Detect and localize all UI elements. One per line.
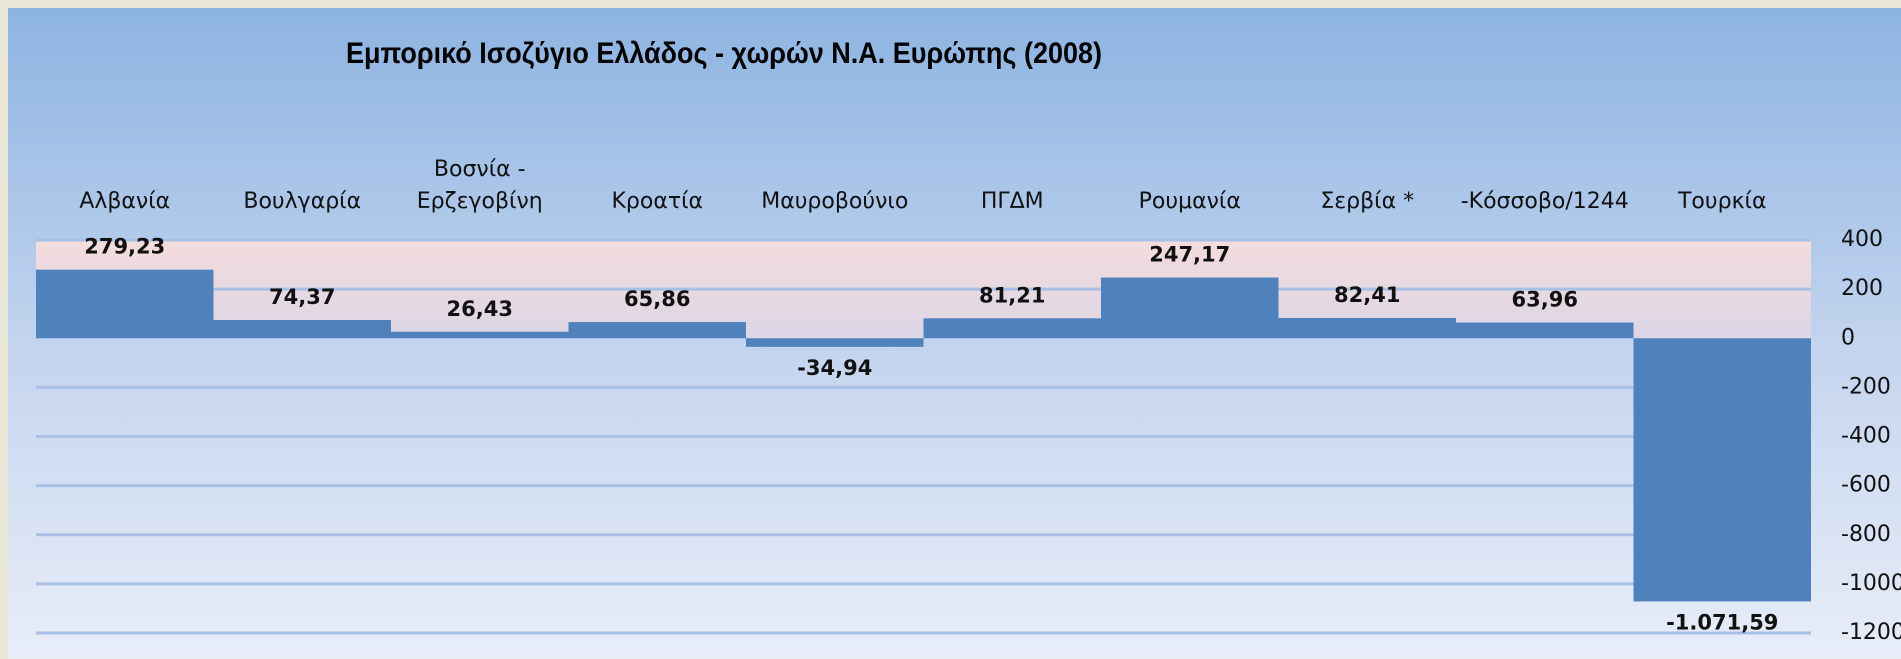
y-tick-label: -1000 <box>1841 571 1901 596</box>
data-label: 82,41 <box>1334 283 1400 307</box>
x-tick-label: Μαυροβούνιο <box>761 189 909 214</box>
chart-svg: Εμπορικό Ισοζύγιο Ελλάδος - χωρών Ν.Α. Ε… <box>36 37 1901 645</box>
x-tick-label: ΠΓΔΜ <box>980 189 1044 214</box>
data-label: 63,96 <box>1512 288 1578 312</box>
bar <box>1633 338 1811 602</box>
y-tick-label: 400 <box>1841 227 1883 252</box>
bar <box>36 269 214 339</box>
y-tick-label: -800 <box>1841 522 1891 547</box>
x-tick-label: Σερβία * <box>1320 189 1415 214</box>
data-label: 279,23 <box>84 235 165 259</box>
x-tick-label: Ρουμανία <box>1138 189 1241 214</box>
x-tick-label: Κροατία <box>611 189 704 214</box>
data-label: 74,37 <box>269 285 335 309</box>
chart: Εμπορικό Ισοζύγιο Ελλάδος - χωρών Ν.Α. Ε… <box>8 8 1901 659</box>
x-tick-label: Βοσνία - Ερζεγοβίνη <box>416 157 543 214</box>
x-tick-label: Βουλγαρία <box>243 189 362 214</box>
bar <box>746 338 924 347</box>
data-label: 81,21 <box>979 283 1045 307</box>
y-tick-label: 200 <box>1841 276 1883 301</box>
data-label: 65,86 <box>624 287 690 311</box>
bar <box>1456 322 1634 339</box>
y-tick-label: 0 <box>1841 325 1855 350</box>
x-tick-label: Τουρκία <box>1677 189 1767 214</box>
bar <box>1101 277 1279 339</box>
y-tick-label: -1200 <box>1841 620 1901 645</box>
y-tick-label: -200 <box>1841 374 1891 399</box>
data-label: -34,94 <box>797 356 872 380</box>
bar <box>923 318 1101 339</box>
chart-title: Εμπορικό Ισοζύγιο Ελλάδος - χωρών Ν.Α. Ε… <box>346 37 1102 69</box>
data-label: 26,43 <box>447 297 513 321</box>
data-label: 247,17 <box>1149 243 1230 267</box>
x-tick-label: -Κόσσοβο/1244 <box>1460 189 1629 214</box>
y-tick-label: -600 <box>1841 473 1891 498</box>
y-tick-label: -400 <box>1841 424 1891 449</box>
bar <box>391 331 569 339</box>
data-label: -1.071,59 <box>1666 610 1778 634</box>
bar <box>1278 318 1456 339</box>
bar <box>213 319 391 339</box>
x-tick-label: Αλβανία <box>79 189 171 214</box>
bar <box>568 322 746 339</box>
